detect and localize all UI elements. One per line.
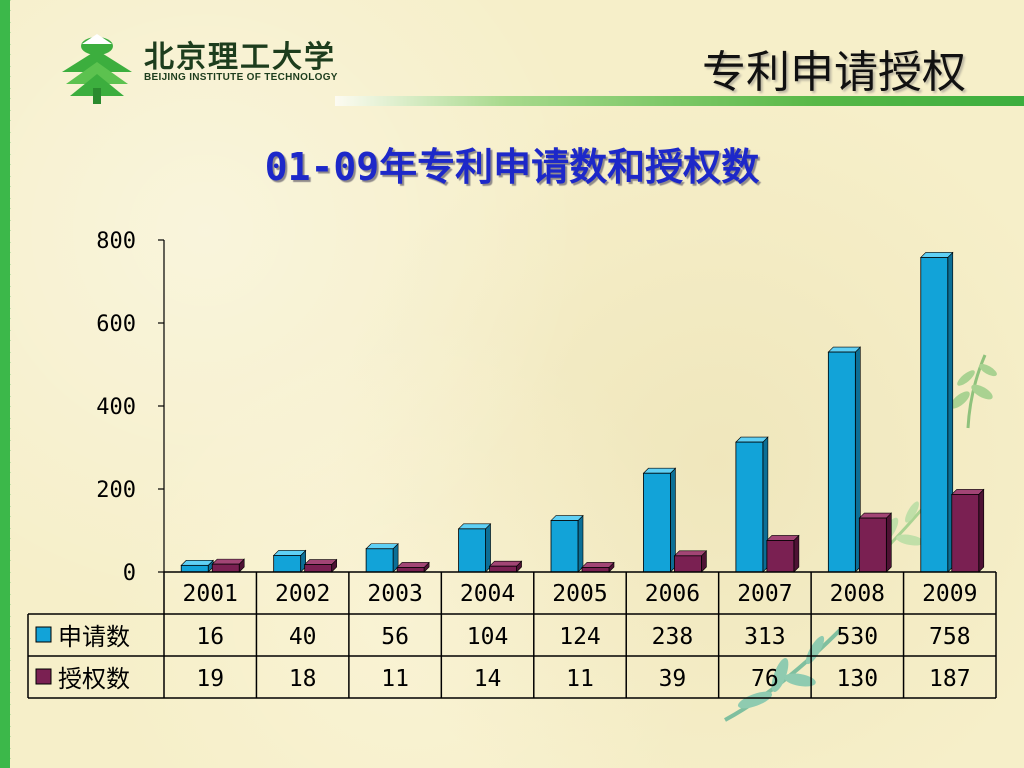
page-title: 专利申请授权 <box>702 47 966 98</box>
data-label: 187 <box>929 666 971 692</box>
bar-grants <box>858 517 887 573</box>
bar-top <box>673 550 708 557</box>
data-label: 14 <box>474 666 502 692</box>
x-tick-label: 2002 <box>275 581 330 607</box>
bar-top <box>365 543 399 550</box>
bar-grants <box>766 540 795 573</box>
y-tick-label: 600 <box>96 312 136 337</box>
x-tick-label: 2005 <box>552 581 607 607</box>
bar-applications <box>920 257 949 573</box>
bar-top <box>827 346 862 353</box>
bar-applications <box>458 528 486 573</box>
data-label: 11 <box>566 666 594 692</box>
bar-top <box>303 559 338 565</box>
data-label: 56 <box>381 624 409 650</box>
x-tick-label: 2009 <box>922 581 977 607</box>
legend-swatch <box>35 626 52 643</box>
y-tick-label: 0 <box>123 561 136 586</box>
university-logo: 北京理工大学 BEIJING INSTITUTE OF TECHNOLOGY <box>52 28 342 108</box>
data-label: 313 <box>744 624 786 650</box>
bar-grants <box>211 563 240 573</box>
bar-top <box>642 467 677 474</box>
data-label: 76 <box>751 666 779 692</box>
bar-top <box>858 512 893 519</box>
bar-top <box>457 523 492 530</box>
bar-applications <box>550 520 579 573</box>
data-label: 19 <box>196 666 224 692</box>
bar-top <box>766 535 800 541</box>
legend-label: 授权数 <box>58 665 130 693</box>
bar-side <box>577 514 584 573</box>
x-tick-label: 2001 <box>183 581 238 607</box>
bar-applications <box>365 548 394 573</box>
bar-grants <box>951 493 980 573</box>
bar-top <box>396 562 430 568</box>
data-label: 40 <box>289 624 317 650</box>
bar-side <box>978 488 985 573</box>
bar-top <box>488 560 523 567</box>
left-decorative-border <box>0 0 22 768</box>
bar-top <box>180 560 214 566</box>
x-tick-label: 2006 <box>645 581 700 607</box>
bar-applications <box>643 472 671 573</box>
y-tick-label: 400 <box>96 395 136 420</box>
x-tick-label: 2008 <box>830 581 885 607</box>
bar-top <box>272 550 307 556</box>
y-tick-label: 800 <box>96 229 136 254</box>
bar-applications <box>273 555 302 573</box>
data-label: 758 <box>929 624 971 650</box>
data-label: 130 <box>837 666 879 692</box>
bar-applications <box>827 351 856 573</box>
bar-grants <box>304 564 333 573</box>
bar-side <box>793 534 800 573</box>
bar-top <box>735 436 769 443</box>
leaf-decoration-icon <box>950 354 997 429</box>
bar-grants <box>489 565 517 573</box>
data-label: 11 <box>381 666 409 692</box>
data-label: 104 <box>467 624 509 650</box>
bar-applications <box>735 441 764 573</box>
x-tick-label: 2004 <box>460 581 515 607</box>
data-label: 16 <box>196 624 224 650</box>
bar-top <box>211 558 245 565</box>
data-label: 238 <box>652 624 694 650</box>
chart-title: 01-09年专利申请数和授权数 <box>264 145 760 189</box>
bar-side <box>886 512 892 573</box>
y-tick-label: 200 <box>96 478 136 503</box>
data-label: 124 <box>559 624 601 650</box>
bar-top <box>951 489 985 495</box>
data-label: 39 <box>659 666 687 692</box>
data-label: 530 <box>837 624 879 650</box>
data-label: 18 <box>289 666 317 692</box>
x-tick-label: 2007 <box>737 581 792 607</box>
legend-label: 申请数 <box>58 623 130 651</box>
leaf-decoration-icon <box>724 628 842 722</box>
bar-top <box>581 562 615 568</box>
bar-grants <box>674 555 702 573</box>
x-tick-label: 2003 <box>367 581 422 607</box>
bar-top <box>550 515 584 521</box>
logo-english-name: BEIJING INSTITUTE OF TECHNOLOGY <box>144 72 338 83</box>
bar-side <box>485 523 491 573</box>
logo-tree-icon <box>62 34 132 104</box>
header-divider <box>335 96 1024 106</box>
logo-chinese-name: 北京理工大学 <box>144 40 336 75</box>
bar-applications <box>180 564 209 573</box>
legend-swatch <box>35 668 52 685</box>
bar-top <box>920 252 954 258</box>
